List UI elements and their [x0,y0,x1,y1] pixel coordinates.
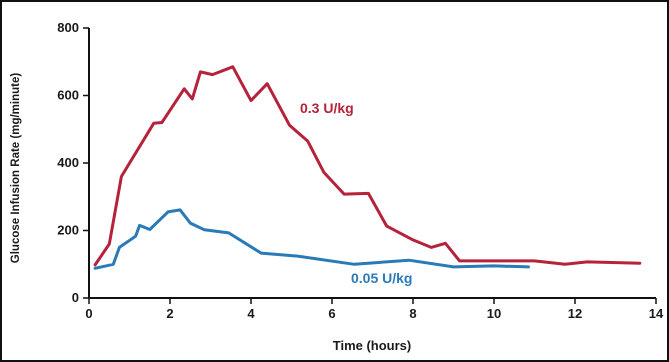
x-tick-label: 14 [649,306,664,321]
x-axis-title: Time (hours) [333,338,412,353]
x-tick-label: 6 [328,306,335,321]
x-tick-label: 12 [568,306,582,321]
x-tick-label: 10 [487,306,501,321]
y-tick-label: 400 [57,155,79,170]
axes: 0 200 400 600 800 0 2 4 6 8 10 12 14 [57,20,664,321]
y-tick-label: 800 [57,20,79,35]
series-label-low-dose: 0.05 U/kg [351,270,412,286]
x-tick-label: 8 [409,306,416,321]
x-tick-label: 0 [85,306,92,321]
y-tick-label: 200 [57,223,79,238]
series-line-low-dose [93,208,530,270]
y-tick-label: 600 [57,88,79,103]
y-axis-title: Glucose Infusion Rate (mg/minute) [10,73,22,264]
series-layer [93,65,642,270]
x-tick-label: 2 [166,306,173,321]
y-tick-label: 0 [72,290,79,305]
label-layer: 0.3 U/kg 0.05 U/kg [300,100,412,286]
x-tick-label: 4 [247,306,255,321]
series-label-high-dose: 0.3 U/kg [300,100,354,116]
series-line-high-dose [93,65,642,267]
